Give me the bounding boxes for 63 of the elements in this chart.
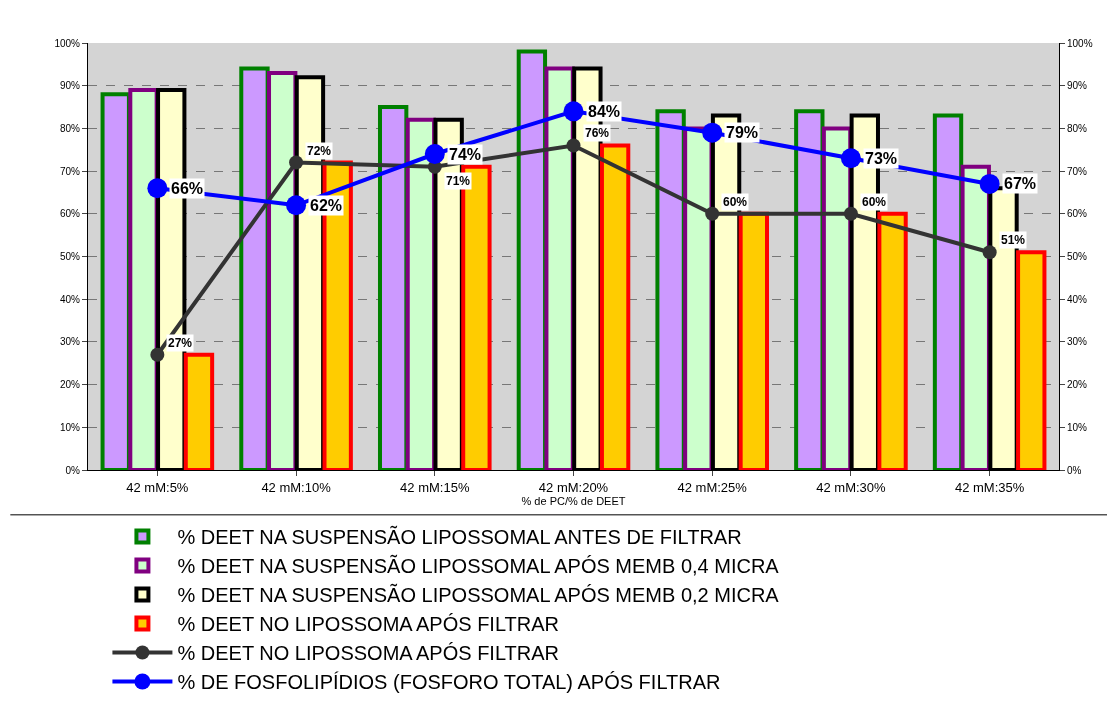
legend-label: % DEET NO LIPOSSOMA APÓS FILTRAR <box>177 642 560 665</box>
y2-tick-label: 90% <box>1067 80 1088 92</box>
data-label: 67% <box>1004 175 1037 192</box>
x-tick-label: 42 mM:35% <box>954 479 1025 495</box>
point <box>286 195 307 216</box>
y-tick-label: 30% <box>59 336 81 348</box>
y2-tick-label: 80% <box>1067 122 1088 134</box>
point <box>150 347 165 362</box>
point <box>563 101 584 122</box>
point <box>840 148 861 169</box>
y2-tick-label: 30% <box>1067 336 1088 348</box>
y-tick-label: 20% <box>59 379 81 391</box>
point <box>979 173 1000 194</box>
x-tick-label: 42 mM:15% <box>400 479 470 495</box>
y2-tick-label: 60% <box>1067 208 1088 220</box>
data-label: 76% <box>585 126 610 140</box>
point <box>843 206 858 221</box>
data-label: 62% <box>310 197 343 214</box>
y-tick-label: 10% <box>59 421 81 433</box>
data-label: 72% <box>307 144 332 158</box>
x-tick-label: 42 mM:10% <box>261 479 332 495</box>
legend-label: % DEET NO LIPOSSOMA APÓS FILTRAR <box>177 613 560 636</box>
y2-tick-label: 50% <box>1067 251 1088 262</box>
point <box>566 138 581 153</box>
y-tick-label: 80% <box>59 122 81 134</box>
data-label: 66% <box>171 180 204 197</box>
data-label: 60% <box>862 195 887 209</box>
legend-label: % DE FOSFOLIPÍDIOS (FOSFORO TOTAL) APÓS FILTRAR <box>177 671 721 694</box>
data-label: 60% <box>723 195 748 209</box>
point <box>982 245 997 260</box>
y-tick-label: 100% <box>54 37 81 49</box>
data-label: 79% <box>726 124 759 141</box>
y2-tick-label: 0% <box>1067 464 1082 476</box>
x-axis-title: % de PC/% de DEET <box>521 494 626 507</box>
point <box>424 144 445 165</box>
legend-label: % DEET NA SUSPENSÃO LIPOSSOMAL ANTES DE FILTRAR <box>177 525 742 549</box>
y2-tick-label: 10% <box>1067 421 1088 433</box>
y-tick-label: 0% <box>65 464 81 476</box>
point <box>289 155 304 170</box>
y2-tick-label: 40% <box>1067 293 1088 305</box>
legend-label: % DEET NA SUSPENSÃO LIPOSSOMAL APÓS MEMB 0,4 MICRA <box>177 554 780 578</box>
y-tick-label: 50% <box>59 251 81 262</box>
x-tick-label: 42 mM:5% <box>126 479 189 495</box>
x-tick-label: 42 mM:25% <box>677 479 748 495</box>
data-label: 74% <box>449 146 482 163</box>
y-tick-label: 60% <box>59 208 81 220</box>
x-tick-label: 42 mM:30% <box>816 479 887 495</box>
y2-tick-label: 100% <box>1067 37 1093 49</box>
y2-tick-label: 70% <box>1067 165 1088 177</box>
legend-label: % DEET NA SUSPENSÃO LIPOSSOMAL APÓS MEMB 0,2 MICRA <box>177 583 780 607</box>
x-tick-label: 42 mM:20% <box>538 479 609 495</box>
data-label: 27% <box>168 336 193 350</box>
y-tick-label: 40% <box>59 293 81 305</box>
point <box>147 178 168 199</box>
y2-tick-label: 20% <box>1067 379 1088 391</box>
point <box>705 206 720 221</box>
data-label: 71% <box>446 174 471 188</box>
y-tick-label: 70% <box>59 165 81 177</box>
data-label: 84% <box>588 103 621 120</box>
y-tick-label: 90% <box>59 80 81 92</box>
data-label: 51% <box>1001 233 1026 247</box>
point <box>702 122 723 143</box>
data-label: 73% <box>865 150 898 167</box>
